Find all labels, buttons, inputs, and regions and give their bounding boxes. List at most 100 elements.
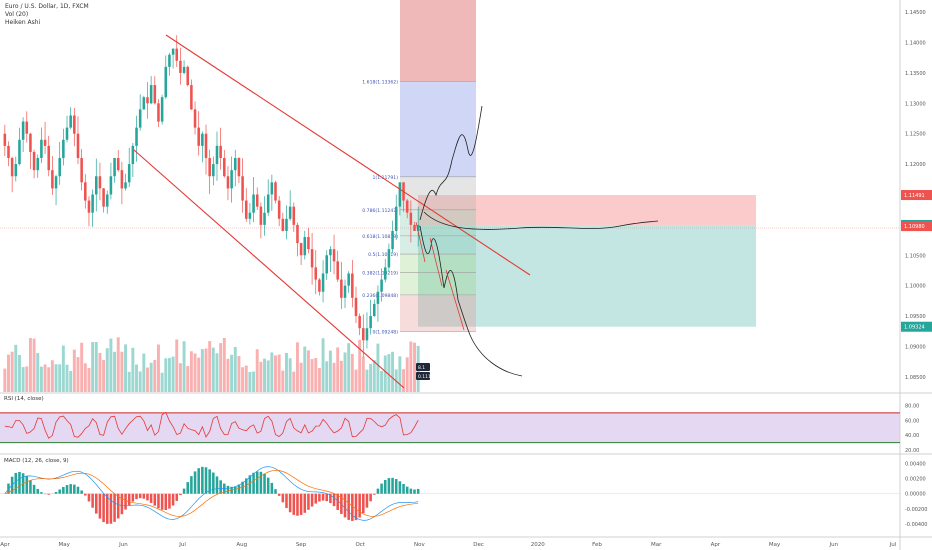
candle-body: [171, 48, 175, 55]
volume-bar: [200, 349, 204, 392]
volume-bar: [387, 354, 391, 392]
macd-histogram-bar: [98, 493, 102, 519]
price-badge-label: 1.11491: [904, 193, 925, 199]
candle-body: [215, 145, 219, 165]
candle-body: [372, 303, 376, 317]
macd-tick-label: 0.00000: [905, 492, 926, 498]
volume-bar: [321, 338, 325, 392]
channel-upper-line: [165, 34, 531, 276]
candle-body: [380, 279, 383, 292]
volume-bar: [306, 350, 310, 392]
macd-histogram-bar: [299, 493, 303, 515]
volume-bar: [266, 360, 270, 392]
candle-body: [223, 158, 226, 177]
volume-bar: [252, 371, 256, 392]
macd-histogram-bar: [131, 493, 135, 502]
macd-histogram-bar: [248, 475, 252, 494]
macd-histogram-bar: [387, 478, 391, 494]
time-tick-label: Sep: [296, 542, 307, 548]
volume-bar: [54, 364, 58, 392]
macd-histogram-bar: [244, 478, 248, 494]
volume-bar: [208, 341, 212, 392]
candle-body: [14, 164, 18, 177]
candle-body: [409, 212, 413, 225]
macd-histogram-bar: [182, 488, 186, 494]
candle-body: [362, 328, 365, 341]
candle-body: [47, 145, 51, 171]
volume-bar: [186, 366, 190, 392]
fib-top-zone: [400, 0, 476, 82]
price-tick-label: 1.09000: [905, 344, 926, 350]
candle-body: [219, 145, 222, 159]
macd-histogram-bar: [409, 488, 413, 494]
macd-histogram-bar: [47, 493, 51, 495]
macd-histogram-bar: [186, 482, 190, 494]
volume-bar: [383, 355, 387, 392]
macd-histogram-bar: [285, 493, 288, 508]
macd-histogram-bar: [255, 471, 259, 494]
candle-body: [62, 139, 65, 159]
fib-label: 1(1.11791): [372, 175, 398, 181]
chart-legend: Euro / U.S. Dollar, 1D, FXCM Vol (20) He…: [5, 3, 89, 27]
volume-bar: [25, 366, 29, 392]
candle-body: [10, 158, 14, 177]
candle-body: [226, 176, 230, 189]
macd-label[interactable]: MACD (12, 26, close, 9): [4, 458, 69, 464]
position-tool[interactable]: [418, 195, 756, 327]
heiken-label[interactable]: Heiken Ashi: [5, 19, 41, 26]
macd-histogram-bar: [212, 472, 215, 494]
macd-histogram-bar: [336, 493, 339, 510]
macd-histogram-bar: [201, 466, 204, 494]
fibonacci-tool[interactable]: 1.618(1.13362) 1(1.11791) 0.786(1.11247) 0.…: [362, 0, 476, 335]
volume-bar: [36, 353, 40, 392]
volume-bar: [343, 352, 347, 392]
macd-histogram-bar: [36, 488, 40, 494]
volume-bar: [178, 363, 182, 392]
volume-bar: [76, 357, 80, 392]
macd-histogram-bar: [237, 484, 241, 494]
volume-bar: [14, 344, 18, 392]
drawings[interactable]: [133, 34, 659, 389]
rsi-label[interactable]: RSI (14, close): [4, 396, 44, 402]
macd-histogram-bar: [296, 493, 299, 516]
time-tick-label: Jun: [118, 542, 128, 548]
volume-label[interactable]: Vol (20): [5, 11, 29, 18]
volume-bar: [314, 358, 318, 392]
volume-bar: [281, 370, 285, 392]
volume-bar: [3, 368, 7, 392]
macd-histogram-bar: [405, 486, 409, 494]
time-tick-label: Dec: [473, 542, 484, 548]
symbol-label[interactable]: Euro / U.S. Dollar, 1D, FXCM: [5, 3, 89, 10]
fib-label: 0.618(1.10819): [362, 234, 398, 240]
volume-bar: [149, 362, 153, 392]
macd-histogram-bar: [190, 476, 193, 494]
price-tick-label: 1.13000: [905, 101, 926, 107]
volume-bar: [380, 370, 384, 392]
macd-histogram-bar: [138, 493, 142, 499]
volume-bars: [3, 337, 420, 392]
candle-body: [201, 133, 204, 146]
macd-histogram-bar: [215, 476, 219, 494]
candle-body: [321, 273, 325, 292]
candle-body: [157, 103, 160, 122]
candle-body: [277, 200, 281, 219]
macd-histogram-bar: [233, 486, 237, 494]
volume-bar: [197, 357, 201, 392]
candle-body: [135, 127, 138, 146]
fib-label: 0.236(1.09848): [362, 293, 398, 299]
volume-bar: [219, 343, 223, 392]
candle-body: [285, 218, 288, 231]
volume-bar: [28, 338, 32, 392]
signal-line: [4, 469, 419, 517]
volume-bar: [69, 371, 73, 392]
macd-histogram-bar: [288, 493, 292, 513]
candle-body: [91, 194, 94, 213]
volume-bar: [274, 355, 277, 392]
macd-histogram-bar: [383, 480, 387, 494]
candle-body: [124, 182, 127, 189]
volume-bar: [138, 371, 142, 392]
candle-body: [29, 133, 32, 152]
macd-histogram-bar: [127, 493, 131, 506]
candle-body: [358, 316, 361, 329]
